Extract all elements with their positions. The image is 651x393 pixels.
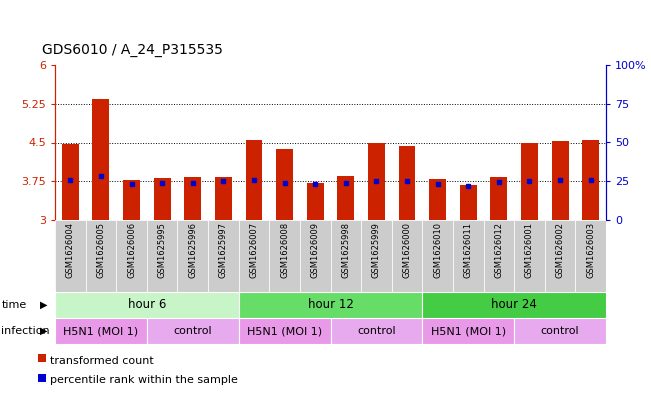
Bar [276, 149, 293, 220]
Bar [521, 143, 538, 220]
Text: GDS6010 / A_24_P315535: GDS6010 / A_24_P315535 [42, 43, 223, 57]
Text: GSM1626003: GSM1626003 [586, 222, 595, 278]
Text: hour 12: hour 12 [307, 299, 353, 312]
Bar [270, 220, 300, 292]
Bar [484, 220, 514, 292]
Bar [208, 220, 239, 292]
Text: percentile rank within the sample: percentile rank within the sample [50, 375, 238, 385]
Bar [123, 180, 140, 220]
Bar [300, 220, 331, 292]
Text: H5N1 (MOI 1): H5N1 (MOI 1) [247, 326, 322, 336]
Bar [215, 176, 232, 220]
Text: GSM1626005: GSM1626005 [96, 222, 105, 278]
Text: infection: infection [1, 326, 50, 336]
Bar [545, 220, 575, 292]
Bar [551, 141, 568, 220]
Bar [337, 176, 354, 220]
Text: ▶: ▶ [40, 300, 47, 310]
Text: GSM1626002: GSM1626002 [555, 222, 564, 278]
Bar [147, 220, 178, 292]
Bar [239, 318, 331, 344]
Text: GSM1625998: GSM1625998 [341, 222, 350, 278]
Bar [514, 318, 606, 344]
Bar [239, 292, 422, 318]
Bar [490, 177, 507, 220]
Text: H5N1 (MOI 1): H5N1 (MOI 1) [63, 326, 139, 336]
Bar [38, 354, 46, 362]
Bar [392, 220, 422, 292]
Bar [460, 185, 477, 220]
Bar [361, 220, 392, 292]
Bar [422, 292, 606, 318]
Bar [117, 220, 147, 292]
Text: GSM1625995: GSM1625995 [158, 222, 167, 278]
Text: GSM1626008: GSM1626008 [280, 222, 289, 278]
Bar [86, 220, 117, 292]
Bar [62, 144, 79, 220]
Bar [147, 318, 239, 344]
Bar [429, 179, 446, 220]
Text: GSM1626011: GSM1626011 [464, 222, 473, 278]
Text: GSM1626001: GSM1626001 [525, 222, 534, 278]
Bar [514, 220, 545, 292]
Bar [422, 220, 453, 292]
Text: hour 24: hour 24 [492, 299, 537, 312]
Text: GSM1626007: GSM1626007 [249, 222, 258, 278]
Bar [307, 183, 324, 220]
Bar [575, 220, 606, 292]
Bar [239, 220, 270, 292]
Bar [422, 318, 514, 344]
Bar [154, 178, 171, 220]
Bar [38, 374, 46, 382]
Text: H5N1 (MOI 1): H5N1 (MOI 1) [431, 326, 506, 336]
Bar [582, 140, 599, 220]
Bar [453, 220, 484, 292]
Text: GSM1625997: GSM1625997 [219, 222, 228, 278]
Bar [55, 292, 239, 318]
Text: GSM1626010: GSM1626010 [433, 222, 442, 278]
Bar [245, 140, 262, 220]
Text: ▶: ▶ [40, 326, 47, 336]
Bar [331, 220, 361, 292]
Text: GSM1626012: GSM1626012 [494, 222, 503, 278]
Bar [55, 318, 147, 344]
Text: GSM1626004: GSM1626004 [66, 222, 75, 278]
Text: time: time [1, 300, 27, 310]
Text: transformed count: transformed count [50, 356, 154, 366]
Text: hour 6: hour 6 [128, 299, 166, 312]
Bar [184, 177, 201, 220]
Text: control: control [541, 326, 579, 336]
Bar [178, 220, 208, 292]
Bar [55, 220, 86, 292]
Text: control: control [357, 326, 396, 336]
Text: GSM1626009: GSM1626009 [311, 222, 320, 278]
Bar [331, 318, 422, 344]
Bar [398, 146, 415, 220]
Bar [368, 143, 385, 220]
Text: GSM1626000: GSM1626000 [402, 222, 411, 278]
Text: GSM1626006: GSM1626006 [127, 222, 136, 278]
Text: control: control [173, 326, 212, 336]
Text: GSM1625996: GSM1625996 [188, 222, 197, 278]
Bar [92, 99, 109, 220]
Text: GSM1625999: GSM1625999 [372, 222, 381, 278]
